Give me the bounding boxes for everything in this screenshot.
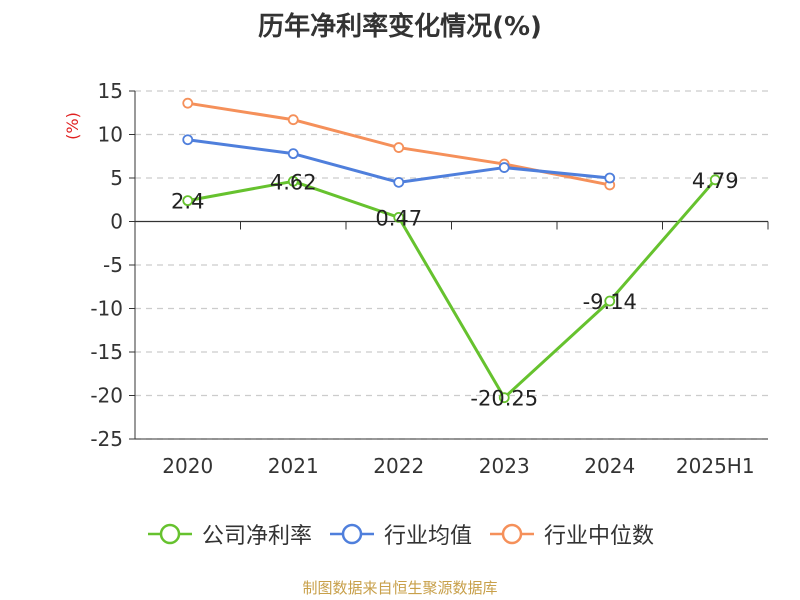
data-point-0: [393, 212, 405, 223]
data-source-note: 制图数据来自恒生聚源数据库: [302, 579, 498, 597]
x-tick-label: 2025H1: [676, 454, 755, 478]
x-tick-label: 2022: [373, 454, 424, 478]
data-point-1: [498, 162, 510, 173]
y-tick-label: -25: [90, 427, 123, 451]
data-label: 0.47: [375, 206, 422, 230]
data-point-0: [604, 295, 616, 307]
chart-title: 历年净利率变化情况(%): [258, 12, 542, 42]
y-tick-label: 10: [98, 123, 123, 147]
x-tick-label: 2021: [268, 454, 319, 478]
data-label: -9.14: [583, 290, 637, 314]
data-point-2: [287, 114, 299, 126]
data-label: -20.25: [470, 387, 538, 411]
data-point-1: [393, 176, 405, 188]
y-tick-label: 15: [98, 79, 123, 103]
data-point-2: [393, 142, 405, 153]
x-tick-label: 2023: [479, 454, 530, 478]
legend-item[interactable]: 行业中位数: [488, 518, 654, 550]
y-tick-label: -20: [90, 384, 123, 408]
legend-marker: [341, 523, 363, 545]
legend-marker: [501, 523, 523, 545]
data-point-1: [604, 172, 616, 184]
data-point-0: [709, 174, 721, 186]
y-tick-label: 0: [110, 210, 123, 234]
legend-label: 行业均值: [383, 524, 472, 549]
y-tick-label: -10: [90, 297, 123, 321]
y-tick-label: -15: [90, 340, 123, 364]
x-tick-label: 2024: [584, 454, 635, 478]
data-label: 2.4: [171, 190, 204, 214]
y-axis-label: (%): [63, 112, 82, 140]
data-label: 4.62: [270, 170, 317, 194]
x-tick-label: 2020: [162, 454, 213, 478]
data-point-0: [287, 175, 299, 187]
legend-swatch: [490, 523, 534, 545]
legend-item[interactable]: 行业均值: [328, 518, 472, 550]
chart-legend: 公司净利率 行业均值 行业中位数: [0, 518, 800, 550]
legend-label: 行业中位数: [544, 524, 655, 549]
y-tick-label: 5: [110, 166, 123, 190]
data-point-1: [182, 134, 194, 146]
data-point-2: [182, 97, 194, 109]
legend-item[interactable]: 公司净利率: [146, 518, 312, 550]
data-point-1: [287, 148, 299, 160]
series-line-0: [187, 178, 717, 400]
legend-marker: [159, 523, 181, 545]
data-label: 4.79: [692, 169, 739, 193]
legend-label: 公司净利率: [201, 524, 312, 549]
y-tick-label: -5: [103, 253, 123, 277]
legend-swatch: [329, 523, 374, 545]
data-point-0: [498, 392, 510, 404]
data-point-0: [182, 195, 194, 207]
legend-swatch: [147, 523, 192, 545]
